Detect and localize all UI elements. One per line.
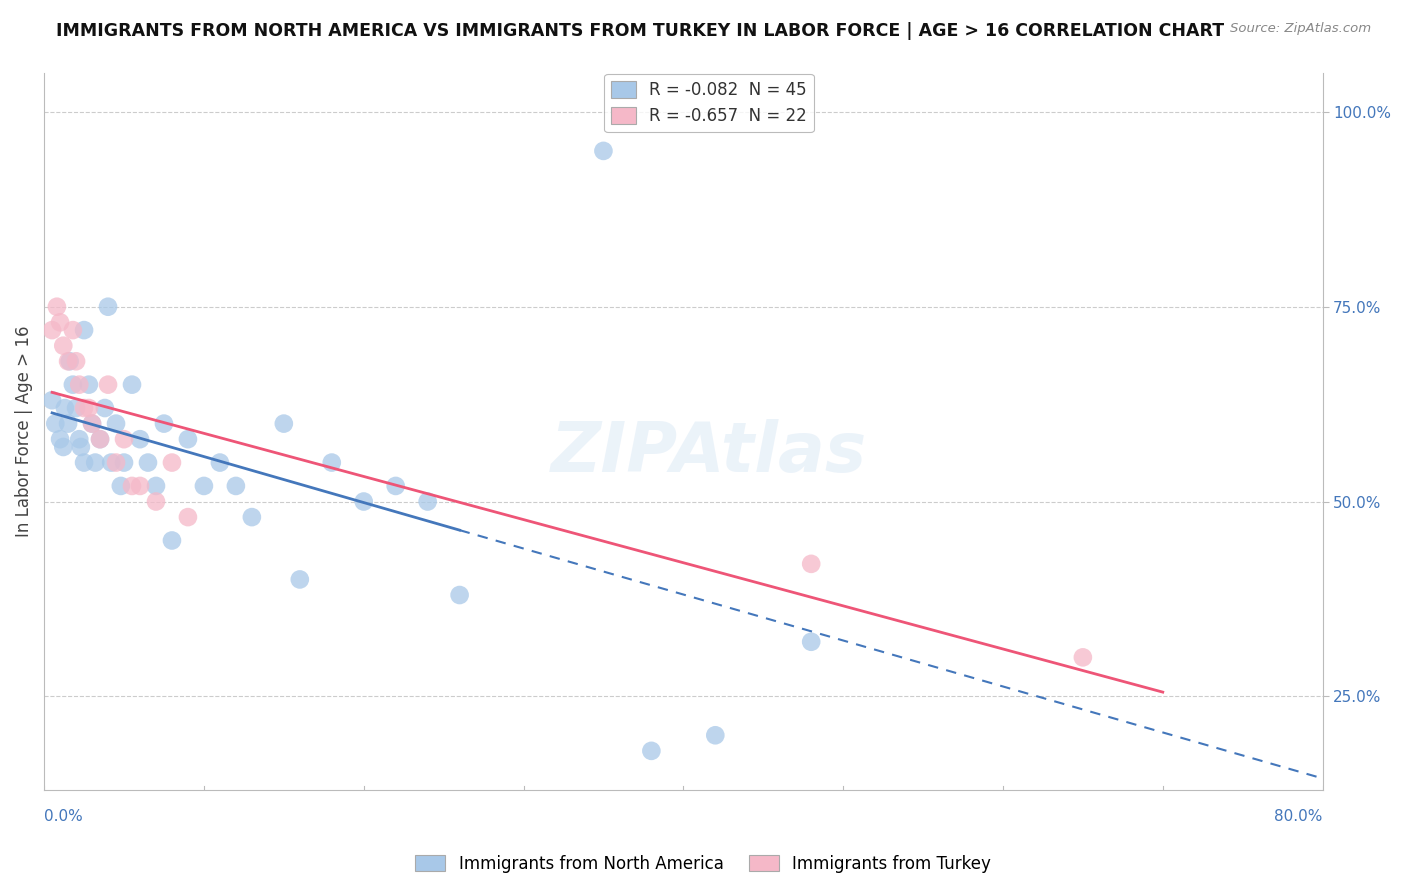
Point	[100, 456, 122, 470]
Point	[112, 456, 135, 470]
Point	[1071, 650, 1094, 665]
Point	[193, 479, 215, 493]
Point	[129, 479, 152, 493]
Point	[273, 417, 295, 431]
Point	[41, 323, 63, 337]
Point	[177, 510, 200, 524]
Point	[177, 432, 200, 446]
Point	[77, 401, 100, 415]
Point	[145, 494, 167, 508]
Point	[73, 456, 96, 470]
Point	[52, 440, 75, 454]
Point	[67, 432, 90, 446]
Point	[62, 377, 84, 392]
Point	[65, 354, 87, 368]
Point	[384, 479, 406, 493]
Point	[94, 401, 117, 415]
Point	[704, 728, 727, 742]
Point	[56, 354, 79, 368]
Point	[52, 339, 75, 353]
Point	[45, 300, 67, 314]
Text: ZIPAtlas: ZIPAtlas	[551, 419, 868, 486]
Point	[80, 417, 103, 431]
Point	[73, 323, 96, 337]
Point	[105, 417, 128, 431]
Point	[62, 323, 84, 337]
Point	[240, 510, 263, 524]
Point	[640, 744, 662, 758]
Point	[105, 456, 128, 470]
Point	[153, 417, 176, 431]
Point	[800, 557, 823, 571]
Point	[136, 456, 159, 470]
Point	[225, 479, 247, 493]
Point	[56, 417, 79, 431]
Text: IMMIGRANTS FROM NORTH AMERICA VS IMMIGRANTS FROM TURKEY IN LABOR FORCE | AGE > 1: IMMIGRANTS FROM NORTH AMERICA VS IMMIGRA…	[56, 22, 1225, 40]
Point	[77, 377, 100, 392]
Point	[70, 440, 93, 454]
Point	[449, 588, 471, 602]
Point	[49, 315, 72, 329]
Y-axis label: In Labor Force | Age > 16: In Labor Force | Age > 16	[15, 326, 32, 537]
Point	[321, 456, 343, 470]
Point	[80, 417, 103, 431]
Point	[49, 432, 72, 446]
Point	[112, 432, 135, 446]
Point	[89, 432, 111, 446]
Point	[59, 354, 82, 368]
Point	[121, 377, 143, 392]
Point	[592, 144, 614, 158]
Point	[110, 479, 132, 493]
Point	[129, 432, 152, 446]
Point	[84, 456, 107, 470]
Point	[53, 401, 76, 415]
Point	[800, 634, 823, 648]
Text: Source: ZipAtlas.com: Source: ZipAtlas.com	[1230, 22, 1371, 36]
Point	[97, 300, 120, 314]
Point	[65, 401, 87, 415]
Text: 80.0%: 80.0%	[1274, 809, 1323, 824]
Point	[145, 479, 167, 493]
Legend: R = -0.082  N = 45, R = -0.657  N = 22: R = -0.082 N = 45, R = -0.657 N = 22	[605, 74, 814, 132]
Point	[73, 401, 96, 415]
Point	[160, 533, 183, 548]
Point	[160, 456, 183, 470]
Point	[208, 456, 231, 470]
Point	[41, 393, 63, 408]
Point	[288, 573, 311, 587]
Point	[353, 494, 375, 508]
Text: 0.0%: 0.0%	[44, 809, 83, 824]
Point	[97, 377, 120, 392]
Point	[121, 479, 143, 493]
Legend: Immigrants from North America, Immigrants from Turkey: Immigrants from North America, Immigrant…	[409, 848, 997, 880]
Point	[44, 417, 66, 431]
Point	[416, 494, 439, 508]
Point	[67, 377, 90, 392]
Point	[89, 432, 111, 446]
